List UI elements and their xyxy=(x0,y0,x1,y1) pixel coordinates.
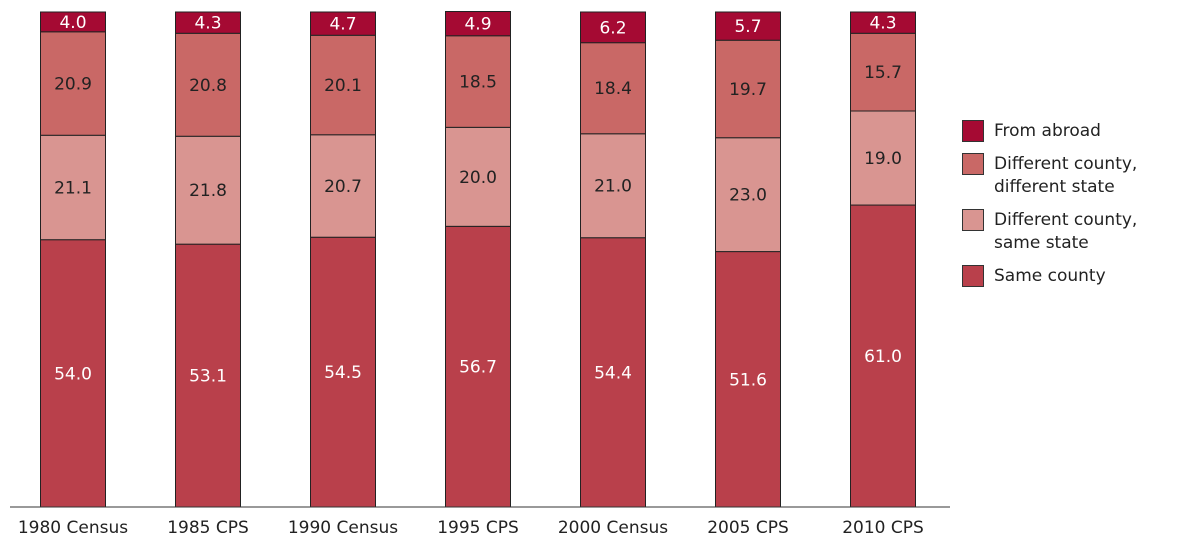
value-label: 20.1 xyxy=(324,76,362,96)
bar-segment xyxy=(310,11,376,36)
legend-swatch xyxy=(962,153,984,175)
legend-label: Same county xyxy=(994,266,1106,286)
legend: From abroad Different county, different s… xyxy=(962,120,1162,298)
bar-segment xyxy=(850,204,916,508)
bar-segment xyxy=(175,243,241,508)
bar-segment xyxy=(40,11,106,33)
bar-segment xyxy=(40,134,106,241)
x-tick-label: 2005 CPS xyxy=(707,518,789,538)
bar-segment xyxy=(580,11,646,44)
value-label: 20.8 xyxy=(189,76,227,96)
value-label: 21.0 xyxy=(594,177,632,197)
x-tick-label: 1980 Census xyxy=(18,518,128,538)
value-label: 21.1 xyxy=(54,178,92,198)
legend-item: From abroad xyxy=(962,120,1162,143)
legend-label: From abroad xyxy=(994,121,1101,141)
bar-segment xyxy=(175,11,241,34)
bar-segment xyxy=(580,133,646,239)
value-label: 6.2 xyxy=(599,18,626,38)
legend-swatch xyxy=(962,209,984,231)
chart: 54.0 21.1 20.9 4.0 1980 Census 53.1 21.8 20.8 4.… xyxy=(10,11,950,538)
value-label: 21.8 xyxy=(189,181,227,201)
legend-item: Same county xyxy=(962,265,1162,288)
bar-segment xyxy=(850,11,916,34)
legend-swatch xyxy=(962,120,984,142)
value-label: 19.7 xyxy=(729,80,767,100)
legend-item: Different county, same state xyxy=(962,209,1162,255)
legend-label: Different county, different state xyxy=(994,154,1138,197)
bar-segment xyxy=(715,39,781,139)
bar-segment xyxy=(715,11,781,41)
value-label: 18.4 xyxy=(594,79,632,99)
value-label: 54.4 xyxy=(594,363,632,383)
bar-segment xyxy=(850,32,916,112)
value-label: 20.9 xyxy=(54,75,92,95)
value-label: 54.0 xyxy=(54,364,92,384)
value-label: 56.7 xyxy=(459,358,497,378)
x-tick-label: 2010 CPS xyxy=(842,518,924,538)
bar-segment xyxy=(175,135,241,245)
value-label: 51.6 xyxy=(729,370,767,390)
legend-swatch xyxy=(962,265,984,287)
bar-segment xyxy=(445,225,511,508)
bar-segment xyxy=(580,42,646,135)
value-label: 4.0 xyxy=(59,13,86,33)
bar-segment xyxy=(445,11,511,37)
value-label: 15.7 xyxy=(864,63,902,83)
value-label: 20.0 xyxy=(459,168,497,188)
bar-segment xyxy=(40,239,106,508)
bar-segment xyxy=(580,237,646,508)
value-label: 61.0 xyxy=(864,347,902,367)
value-label: 53.1 xyxy=(189,367,227,387)
value-label: 18.5 xyxy=(459,73,497,93)
value-label: 23.0 xyxy=(729,186,767,206)
x-tick-label: 1990 Census xyxy=(288,518,398,538)
bar-segment xyxy=(310,236,376,508)
value-label: 5.7 xyxy=(734,17,761,37)
legend-item: Different county, different state xyxy=(962,153,1162,199)
value-label: 4.7 xyxy=(329,15,356,35)
value-label: 4.3 xyxy=(869,14,896,34)
legend-label: Different county, same state xyxy=(994,210,1138,253)
x-tick-label: 2000 Census xyxy=(558,518,668,538)
value-label: 4.3 xyxy=(194,14,221,34)
value-label: 20.7 xyxy=(324,177,362,197)
value-label: 19.0 xyxy=(864,149,902,169)
x-tick-label: 1985 CPS xyxy=(167,518,249,538)
value-label: 4.9 xyxy=(464,15,491,35)
bar-segment xyxy=(850,110,916,206)
x-tick-label: 1995 CPS xyxy=(437,518,519,538)
bar-segment xyxy=(310,134,376,238)
bar-segment xyxy=(175,32,241,137)
value-label: 54.5 xyxy=(324,363,362,383)
bar-segment xyxy=(445,35,511,128)
bar-segment xyxy=(310,34,376,136)
bar-segment xyxy=(715,251,781,508)
bar-segment xyxy=(715,137,781,253)
